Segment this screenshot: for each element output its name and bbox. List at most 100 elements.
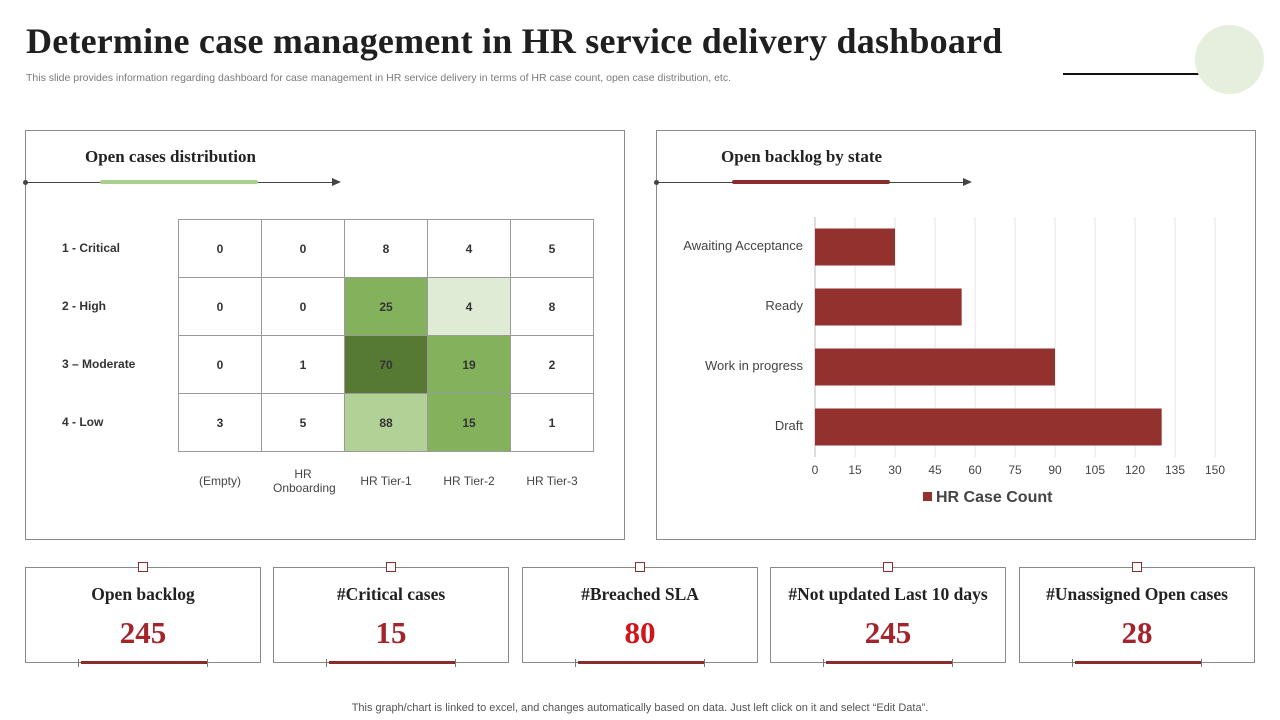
- heatmap-row-label: 2 - High: [62, 299, 106, 313]
- heatmap-row-label: 3 – Moderate: [62, 357, 136, 371]
- decorative-line: [1063, 73, 1214, 75]
- kpi-accent-bar: [81, 661, 207, 664]
- kpi-underline-tick: [1201, 659, 1202, 667]
- heatmap-cell: 8: [344, 219, 428, 278]
- heatmap-cell: 19: [427, 335, 511, 394]
- x-tick-label: 150: [1204, 463, 1226, 477]
- kpi-marker-icon: [635, 562, 645, 572]
- open-cases-distribution-panel: Open cases distribution 1 - Critical 2 - …: [23, 130, 625, 540]
- kpi-underline-tick: [575, 659, 576, 667]
- panel-title: Open cases distribution: [85, 147, 256, 166]
- bar-category-label: Ready: [765, 298, 803, 313]
- arrow-head-icon: [963, 178, 972, 186]
- panel-title: Open backlog by state: [721, 147, 883, 166]
- legend-label: HR Case Count: [936, 489, 1053, 506]
- kpi-accent-bar: [826, 661, 952, 664]
- heatmap-column-label: HR Onboarding: [273, 467, 336, 495]
- bar-category-label: Work in progress: [704, 358, 803, 373]
- kpi-value: 15: [375, 615, 407, 650]
- kpi-underline-tick: [952, 659, 953, 667]
- heatmap-cell: 70: [344, 335, 428, 394]
- heatmap-cell: 0: [261, 277, 345, 336]
- kpi-marker-icon: [386, 562, 396, 572]
- accent-bar: [732, 180, 890, 184]
- kpi-value: 245: [864, 615, 912, 650]
- heatmap-row: 0 0 25 4 8: [178, 277, 594, 336]
- kpi-marker-icon: [1132, 562, 1142, 572]
- heatmap-cell: 15: [427, 393, 511, 452]
- kpi-card: #Critical cases 15: [273, 562, 509, 667]
- x-tick-label: 135: [1164, 463, 1186, 477]
- accent-bar: [100, 180, 258, 184]
- heatmap-cell: 0: [178, 335, 262, 394]
- heatmap-row: 3 5 88 15 1: [178, 393, 594, 452]
- kpi-label: #Unassigned Open cases: [1046, 584, 1228, 604]
- bar-category-label: Draft: [774, 418, 803, 433]
- kpi-accent-bar: [578, 661, 704, 664]
- heatmap-column-label: HR Tier-2: [443, 474, 495, 488]
- kpi-card: #Breached SLA 80: [522, 562, 758, 667]
- heatmap-cell: 5: [261, 393, 345, 452]
- kpi-accent-bar: [1075, 661, 1201, 664]
- kpi-label: #Not updated Last 10 days: [788, 584, 988, 604]
- x-tick-label: 75: [1008, 463, 1022, 477]
- heatmap-cell: 4: [427, 277, 511, 336]
- kpi-underline-tick: [326, 659, 327, 667]
- bar: [815, 408, 1162, 446]
- heatmap-cell: 4: [427, 219, 511, 278]
- page-subtitle: This slide provides information regardin…: [26, 72, 732, 84]
- heatmap-cell: 25: [344, 277, 428, 336]
- kpi-card: Open backlog 245: [25, 562, 261, 667]
- heatmap-column-label: HR Tier-1: [360, 474, 412, 488]
- heatmap-column-label: (Empty): [199, 474, 241, 488]
- x-tick-label: 120: [1124, 463, 1146, 477]
- kpi-accent-bar: [329, 661, 455, 664]
- x-tick-label: 30: [888, 463, 902, 477]
- x-tick-label: 45: [928, 463, 942, 477]
- bar: [815, 228, 895, 266]
- bar-category-label: Awaiting Acceptance: [683, 238, 803, 253]
- x-tick-label: 90: [1048, 463, 1062, 477]
- x-tick-label: 15: [848, 463, 862, 477]
- kpi-underline-tick: [78, 659, 79, 667]
- chart-legend: HR Case Count: [923, 489, 1052, 507]
- legend-swatch: [923, 492, 932, 501]
- heatmap-column-label: HR Tier-3: [526, 474, 578, 488]
- heatmap-cell: 5: [510, 219, 594, 278]
- kpi-label: #Critical cases: [336, 584, 446, 604]
- kpi-underline-tick: [1072, 659, 1073, 667]
- heatmap-cell: 0: [178, 277, 262, 336]
- heatmap-cell: 3: [178, 393, 262, 452]
- kpi-card: #Unassigned Open cases 28: [1019, 562, 1255, 667]
- footer-note: This graph/chart is linked to excel, and…: [351, 702, 929, 714]
- kpi-card: #Not updated Last 10 days 245: [770, 562, 1006, 667]
- kpi-label: Open backlog: [91, 584, 195, 604]
- kpi-underline-tick: [455, 659, 456, 667]
- kpi-marker-icon: [138, 562, 148, 572]
- kpi-label: #Breached SLA: [581, 584, 699, 604]
- heatmap-row: 0 1 70 19 2: [178, 335, 594, 394]
- heatmap-row-label: 1 - Critical: [62, 241, 121, 255]
- arrow-start-dot: [654, 180, 659, 185]
- bar: [815, 348, 1055, 386]
- heatmap-grid: 0 0 8 4 5 0 0 25 4 8 0 1 70 19 2 3 5 88 15 1: [178, 219, 594, 452]
- heatmap-cell: 8: [510, 277, 594, 336]
- page-title: Determine case management in HR service …: [26, 21, 1003, 61]
- x-tick-label: 60: [968, 463, 982, 477]
- arrow-head-icon: [332, 178, 341, 186]
- heatmap-cell: 0: [178, 219, 262, 278]
- kpi-value: 80: [624, 615, 656, 650]
- arrow-start-dot: [23, 180, 28, 185]
- heatmap-cell: 1: [261, 335, 345, 394]
- bar-chart-svg: [814, 217, 1216, 457]
- decorative-circle: [1195, 25, 1264, 94]
- bar: [815, 288, 962, 326]
- heatmap-cell: 1: [510, 393, 594, 452]
- heatmap-row-label: 4 - Low: [62, 415, 104, 429]
- kpi-value: 245: [119, 615, 167, 650]
- kpi-underline-tick: [207, 659, 208, 667]
- kpi-underline-tick: [823, 659, 824, 667]
- x-tick-label: 105: [1084, 463, 1106, 477]
- heatmap-cell: 88: [344, 393, 428, 452]
